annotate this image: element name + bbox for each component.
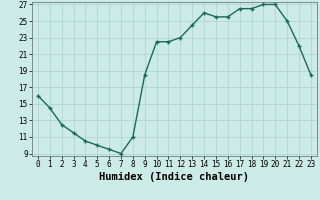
X-axis label: Humidex (Indice chaleur): Humidex (Indice chaleur) — [100, 172, 249, 182]
